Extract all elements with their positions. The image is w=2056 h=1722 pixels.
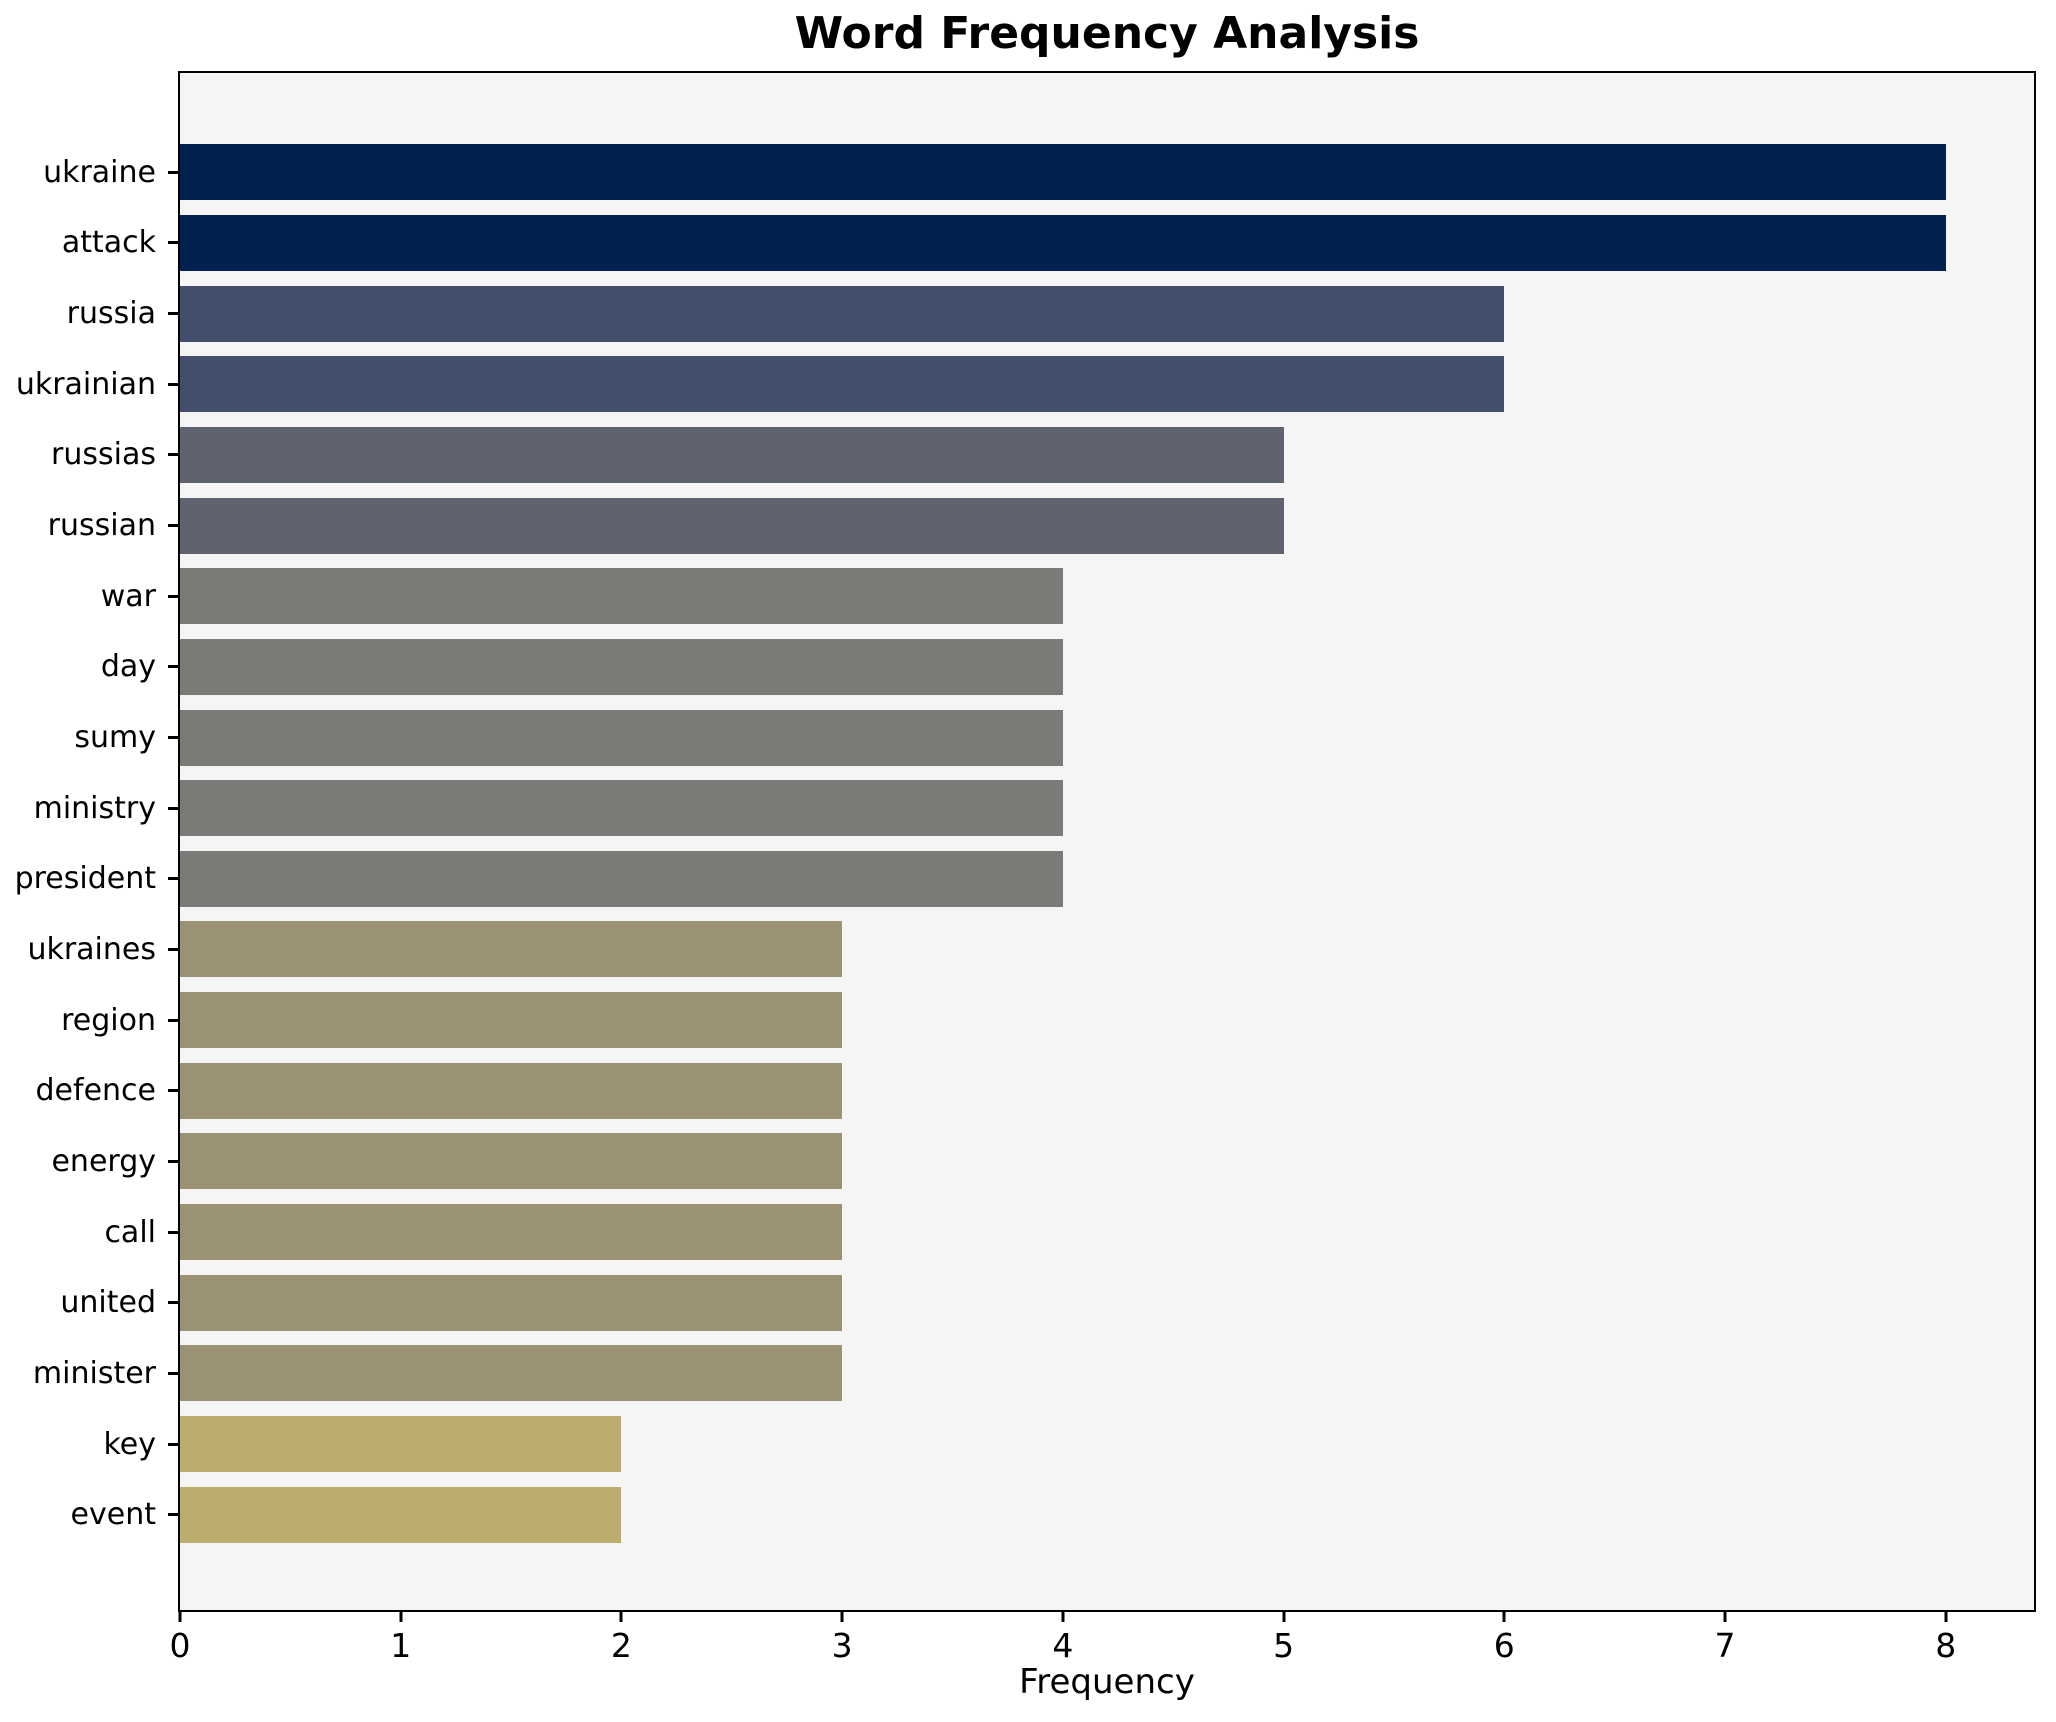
y-tick-mark (168, 736, 178, 740)
bar-united (180, 1274, 843, 1331)
x-tick-mark (1502, 1612, 1506, 1622)
y-tick-label: sumy (74, 720, 156, 756)
x-tick-mark (1282, 1612, 1286, 1622)
bar-president (180, 850, 1063, 907)
bar-defence (180, 1062, 843, 1119)
y-tick-label: united (60, 1285, 156, 1321)
plot-area: ukraine attack russia ukrainian russias russi… (15, 71, 2036, 1665)
y-tick-mark (168, 1230, 178, 1234)
bar-russian (180, 497, 1284, 554)
y-tick-mark (168, 312, 178, 316)
y-tick-mark (168, 1301, 178, 1305)
y-tick-label: day (100, 649, 156, 685)
x-tick-label: 0 (169, 1626, 191, 1665)
y-tick-mark (168, 170, 178, 174)
x-tick-label: 8 (1935, 1626, 1957, 1665)
x-tick-label: 3 (831, 1626, 853, 1665)
y-tick-mark (168, 1089, 178, 1093)
bar-minister (180, 1345, 843, 1402)
bar-russias (180, 426, 1284, 483)
x-tick-mark (399, 1612, 403, 1622)
bar-energy (180, 1133, 843, 1190)
y-tick-mark (168, 241, 178, 245)
x-tick-label: 1 (390, 1626, 412, 1665)
y-tick-label: war (100, 578, 156, 614)
bar-ministry (180, 780, 1063, 837)
y-tick-label: defence (35, 1073, 156, 1109)
y-tick-label: russia (66, 296, 156, 332)
x-tick-mark (178, 1612, 182, 1622)
x-tick-label: 4 (1052, 1626, 1074, 1665)
x-tick-mark (1944, 1612, 1948, 1622)
chart-title: Word Frequency Analysis (794, 8, 1420, 59)
y-tick-mark (168, 524, 178, 528)
x-tick-mark (1723, 1612, 1727, 1622)
y-tick-label: key (103, 1426, 156, 1462)
x-axis-label: Frequency (1019, 1662, 1195, 1702)
bar-ukrainian (180, 356, 1505, 413)
bar-attack (180, 214, 1946, 271)
bar-war (180, 568, 1063, 625)
bar-day (180, 638, 1063, 695)
y-tick-mark (168, 1159, 178, 1163)
y-tick-mark (168, 594, 178, 598)
y-tick-label: minister (32, 1355, 156, 1391)
y-tick-label: ministry (33, 790, 156, 826)
y-tick-label: ukraines (27, 931, 156, 967)
x-tick-label: 2 (610, 1626, 632, 1665)
y-tick-mark (168, 1018, 178, 1022)
y-tick-label: russian (47, 508, 156, 544)
y-tick-label: ukraine (43, 154, 156, 190)
y-tick-label: attack (61, 225, 156, 261)
x-tick-mark (840, 1612, 844, 1622)
y-tick-label: energy (51, 1143, 156, 1179)
bar-russia (180, 285, 1505, 342)
bar-event (180, 1486, 622, 1543)
y-tick-label: call (104, 1214, 156, 1250)
y-tick-label: region (61, 1002, 156, 1038)
y-tick-label: event (70, 1497, 156, 1533)
y-tick-label: russias (51, 437, 156, 473)
bar-key (180, 1416, 622, 1473)
y-tick-mark (168, 1513, 178, 1517)
x-tick-mark (1061, 1612, 1065, 1622)
y-tick-label: president (14, 861, 156, 897)
y-tick-mark (168, 806, 178, 810)
y-tick-mark (168, 382, 178, 386)
bar-call (180, 1204, 843, 1261)
x-tick-label: 6 (1493, 1626, 1515, 1665)
x-tick-label: 7 (1714, 1626, 1736, 1665)
y-tick-mark (168, 1442, 178, 1446)
x-tick-mark (619, 1612, 623, 1622)
bar-region (180, 992, 843, 1049)
bar-ukraines (180, 921, 843, 978)
y-tick-mark (168, 877, 178, 881)
y-tick-mark (168, 665, 178, 669)
y-tick-mark (168, 453, 178, 457)
bar-ukraine (180, 144, 1946, 201)
y-tick-mark (168, 947, 178, 951)
y-tick-mark (168, 1371, 178, 1375)
x-tick-label: 5 (1273, 1626, 1295, 1665)
y-tick-label: ukrainian (15, 366, 156, 402)
bar-sumy (180, 709, 1063, 766)
